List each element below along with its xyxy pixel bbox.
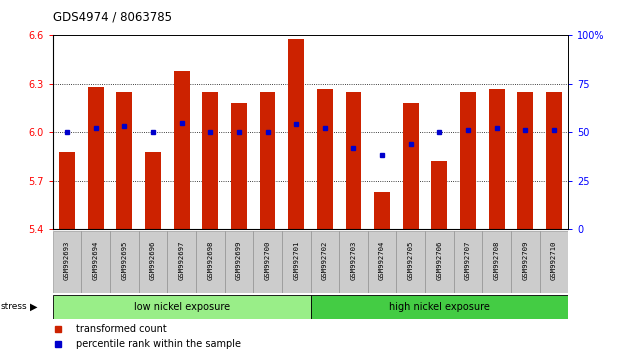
Bar [339, 231, 368, 293]
Text: GSM992709: GSM992709 [522, 241, 528, 280]
Bar [483, 231, 511, 293]
Bar [231, 103, 247, 229]
Bar [310, 231, 339, 293]
Bar [540, 231, 568, 293]
Bar [145, 152, 161, 229]
Text: GSM992702: GSM992702 [322, 241, 328, 280]
Text: GSM992699: GSM992699 [236, 241, 242, 280]
Bar [288, 39, 304, 229]
Bar [167, 231, 196, 293]
Text: stress: stress [1, 302, 27, 311]
Bar [368, 231, 396, 293]
Bar [53, 231, 81, 293]
Text: GSM992710: GSM992710 [551, 241, 557, 280]
Text: GSM992700: GSM992700 [265, 241, 271, 280]
Bar [282, 231, 310, 293]
Text: GSM992701: GSM992701 [293, 241, 299, 280]
Bar [88, 87, 104, 229]
Text: ▶: ▶ [30, 302, 37, 312]
Text: percentile rank within the sample: percentile rank within the sample [76, 339, 241, 349]
Bar [317, 88, 333, 229]
Text: GSM992698: GSM992698 [207, 241, 213, 280]
Bar [460, 92, 476, 229]
Bar [110, 231, 138, 293]
Text: GSM992693: GSM992693 [64, 241, 70, 280]
Bar [260, 92, 276, 229]
Bar [425, 231, 454, 293]
Text: GDS4974 / 8063785: GDS4974 / 8063785 [53, 11, 172, 24]
Text: GSM992704: GSM992704 [379, 241, 385, 280]
Bar [310, 295, 568, 319]
Text: GSM992697: GSM992697 [179, 241, 184, 280]
Bar [403, 103, 419, 229]
Bar [432, 161, 447, 229]
Bar [511, 231, 540, 293]
Bar [396, 231, 425, 293]
Bar [345, 92, 361, 229]
Bar [59, 152, 75, 229]
Text: GSM992694: GSM992694 [93, 241, 99, 280]
Bar [546, 92, 562, 229]
Text: GSM992705: GSM992705 [408, 241, 414, 280]
Text: GSM992695: GSM992695 [121, 241, 127, 280]
Bar [138, 231, 167, 293]
Bar [174, 71, 189, 229]
Text: transformed count: transformed count [76, 324, 166, 334]
Bar [81, 231, 110, 293]
Text: GSM992708: GSM992708 [494, 241, 500, 280]
Bar [489, 88, 504, 229]
Bar [202, 92, 218, 229]
Text: GSM992706: GSM992706 [437, 241, 442, 280]
Text: GSM992707: GSM992707 [465, 241, 471, 280]
Bar [53, 295, 310, 319]
Bar [196, 231, 225, 293]
Text: GSM992696: GSM992696 [150, 241, 156, 280]
Text: high nickel exposure: high nickel exposure [389, 302, 490, 312]
Bar [454, 231, 483, 293]
Bar [117, 92, 132, 229]
Text: low nickel exposure: low nickel exposure [134, 302, 230, 312]
Bar [225, 231, 253, 293]
Bar [374, 192, 390, 229]
Bar [253, 231, 282, 293]
Bar [517, 92, 533, 229]
Text: GSM992703: GSM992703 [350, 241, 356, 280]
